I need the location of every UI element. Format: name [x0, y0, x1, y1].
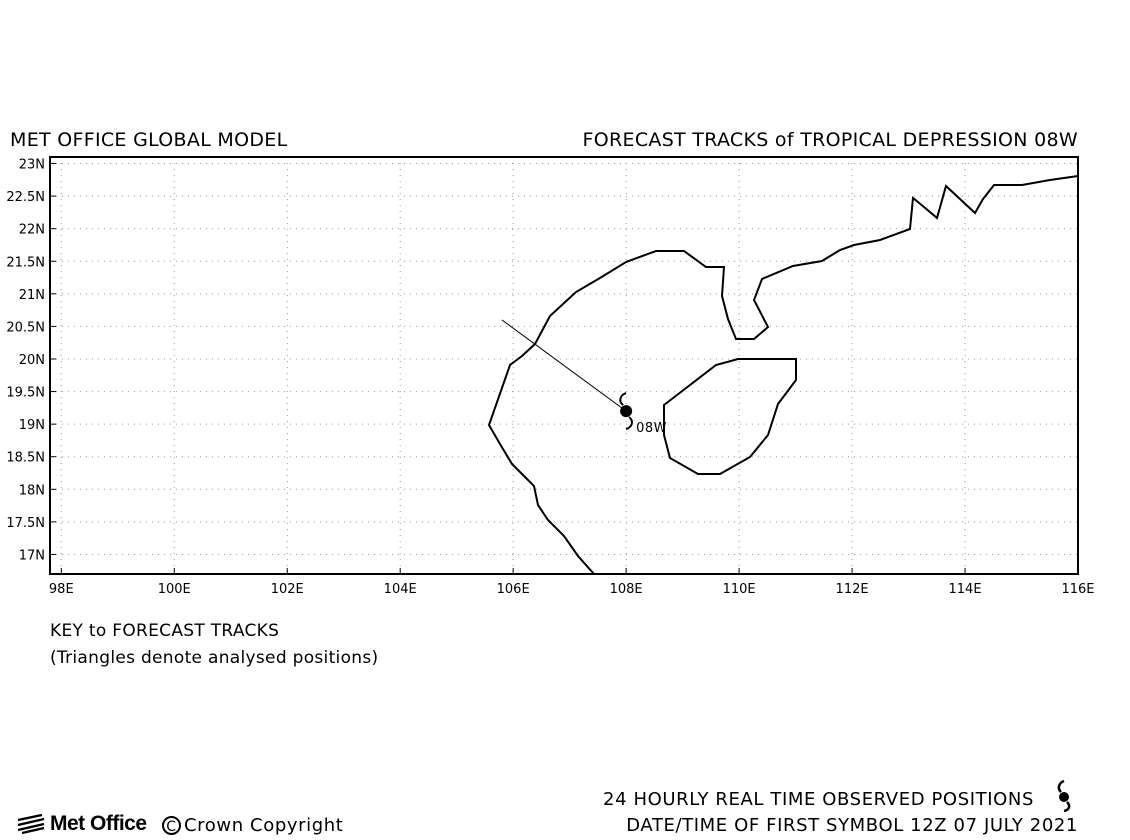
latitude-labels: 23N 22.5N 22N 21.5N 21N 20.5N 20N 19.5N 19N 18.5N…: [6, 158, 45, 564]
lon-tick-label: 98E: [49, 582, 74, 597]
lon-tick-label: 116E: [1061, 582, 1094, 597]
key-title: KEY to FORECAST TRACKS: [50, 621, 280, 641]
lat-tick-label: 17N: [19, 548, 45, 563]
lat-tick-label: 19.5N: [6, 386, 45, 401]
lon-tick-label: 112E: [836, 582, 869, 597]
key-note: (Triangles denote analysed positions): [50, 648, 379, 668]
lat-tick-label: 22.5N: [6, 190, 45, 205]
lat-tick-label: 21.5N: [6, 255, 45, 270]
lon-tick-label: 104E: [384, 582, 417, 597]
met-office-logo-text: Met Office: [50, 812, 147, 835]
coastline: [487, 175, 1079, 575]
storm-label: 08W: [636, 421, 667, 436]
lat-tick-label: 20N: [19, 353, 45, 368]
hainan-coastline: [663, 358, 797, 475]
tropical-cyclone-icon: [619, 392, 633, 431]
observed-cyclone-icon: [1057, 780, 1071, 812]
mainland-coastline: [487, 175, 1079, 575]
lat-tick-label: 19N: [19, 418, 45, 433]
chart-title-left: MET OFFICE GLOBAL MODEL: [10, 129, 288, 151]
copyright-notice: C Crown Copyright: [162, 815, 343, 836]
lon-tick-label: 106E: [497, 582, 530, 597]
lat-tick-label: 18.5N: [6, 451, 45, 466]
lon-tick-label: 114E: [949, 582, 982, 597]
forecast-track-line: [501, 319, 627, 412]
lat-tick-label: 20.5N: [6, 320, 45, 335]
plot-frame: [49, 156, 1079, 575]
copyright-text: Crown Copyright: [184, 815, 344, 836]
met-office-logo-icon: [17, 814, 45, 834]
lat-tick-label: 21N: [19, 288, 45, 303]
met-office-logo: Met Office: [16, 812, 147, 836]
observed-positions-label: 24 HOURLY REAL TIME OBSERVED POSITIONS: [603, 789, 1034, 810]
lat-tick-label: 18N: [19, 483, 45, 498]
copyright-icon: C: [162, 816, 181, 835]
lon-tick-label: 108E: [610, 582, 643, 597]
lat-tick-label: 23N: [19, 158, 45, 173]
lon-tick-label: 100E: [158, 582, 191, 597]
longitude-labels: 98E 100E 102E 104E 106E 108E 110E 112E 114E 116E: [49, 582, 1095, 597]
chart-title-right: FORECAST TRACKS of TROPICAL DEPRESSION 0…: [582, 129, 1078, 151]
lon-tick-label: 110E: [723, 582, 756, 597]
lat-tick-label: 22N: [19, 223, 45, 238]
lon-tick-label: 102E: [271, 582, 304, 597]
lat-tick-label: 17.5N: [6, 516, 45, 531]
first-symbol-date-label: DATE/TIME OF FIRST SYMBOL 12Z 07 JULY 20…: [626, 815, 1078, 836]
